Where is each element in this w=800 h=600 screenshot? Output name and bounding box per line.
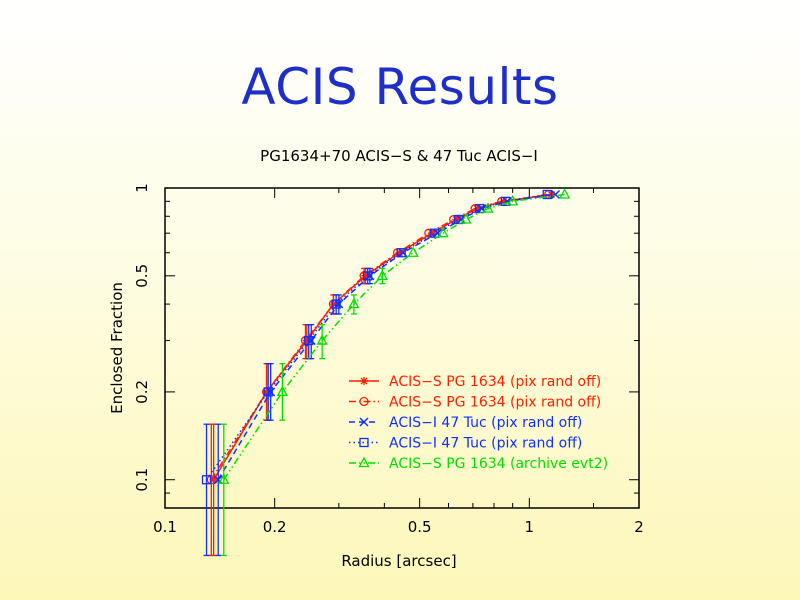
data-point	[361, 271, 370, 280]
legend-label: ACIS−I 47 Tuc (pix rand off)	[389, 415, 582, 431]
x-tick-label: 0.5	[408, 518, 432, 536]
data-point	[376, 269, 388, 280]
data-point	[395, 248, 404, 257]
data-point	[430, 228, 440, 238]
legend-marker	[360, 377, 368, 385]
y-tick-label: 0.5	[133, 264, 151, 288]
x-tick-label: 1	[525, 518, 535, 536]
data-point	[263, 387, 273, 397]
series-4	[201, 189, 552, 557]
data-point	[482, 202, 494, 213]
data-point	[460, 213, 472, 224]
series-2	[206, 189, 554, 557]
chart-title: PG1634+70 ACIS−S & 47 Tuc ACIS−I	[260, 147, 538, 165]
plot-frame	[164, 187, 640, 509]
x-tick-label: 0.1	[153, 518, 177, 536]
data-point	[507, 194, 519, 206]
legend: ACIS−S PG 1634 (pix rand off) ACIS−S PG 1…	[349, 374, 608, 472]
legend-label: ACIS−I 47 Tuc (pix rand off)	[389, 436, 582, 452]
data-point	[213, 475, 223, 485]
legend-label: ACIS−S PG 1634 (pix rand off)	[389, 374, 601, 390]
data-point	[218, 473, 230, 484]
y-tick-label: 0.1	[133, 468, 151, 492]
legend-marker	[359, 437, 369, 448]
data-point	[427, 229, 436, 238]
data-point	[474, 203, 485, 214]
data-point	[363, 271, 373, 281]
data-point	[559, 188, 571, 199]
y-tick-label: 0.2	[133, 380, 151, 404]
axis-tick-labels: 0.1 0.2 0.5 1 2 0.1 0.2 0.5 1	[133, 183, 644, 536]
legend-entry-2: ACIS−S PG 1634 (pix rand off)	[349, 395, 601, 411]
legend-marker	[358, 456, 370, 468]
legend-entry-3: ACIS−I 47 Tuc (pix rand off)	[349, 415, 582, 431]
x-tick-label: 2	[634, 518, 644, 536]
legend-label: ACIS−S PG 1634 (archive evt2)	[389, 456, 608, 472]
x-tick-label: 0.2	[263, 518, 287, 536]
data-point	[452, 215, 461, 224]
legend-label: ACIS−S PG 1634 (pix rand off)	[389, 395, 601, 411]
series-5	[218, 188, 571, 557]
y-axis-title: Enclosed Fraction	[108, 282, 126, 414]
data-point	[276, 385, 288, 397]
series-line	[223, 193, 565, 481]
legend-marker	[359, 417, 369, 427]
data-point	[542, 189, 552, 200]
data-point	[316, 334, 328, 345]
legend-entry-1: ACIS−S PG 1634 (pix rand off)	[349, 374, 601, 390]
data-point	[396, 248, 406, 258]
x-axis-title: Radius [arcsec]	[341, 552, 456, 570]
legend-entry-5: ACIS−S PG 1634 (archive evt2)	[349, 456, 608, 472]
data-point	[407, 246, 419, 257]
data-point	[550, 189, 561, 200]
data-point	[302, 336, 311, 345]
y-tick-label: 1	[133, 183, 151, 193]
data-point	[209, 475, 218, 484]
data-point	[304, 335, 314, 346]
data-point	[437, 226, 449, 238]
series-layer	[201, 188, 571, 557]
legend-entry-4: ACIS−I 47 Tuc (pix rand off)	[349, 436, 582, 452]
slide-title: ACIS Results	[241, 58, 559, 116]
axis-ticks	[164, 187, 640, 508]
legend-marker	[359, 396, 369, 407]
data-point	[201, 475, 212, 485]
data-point	[331, 299, 341, 309]
data-point	[348, 297, 360, 309]
data-point	[499, 197, 508, 206]
series-1	[209, 190, 556, 557]
